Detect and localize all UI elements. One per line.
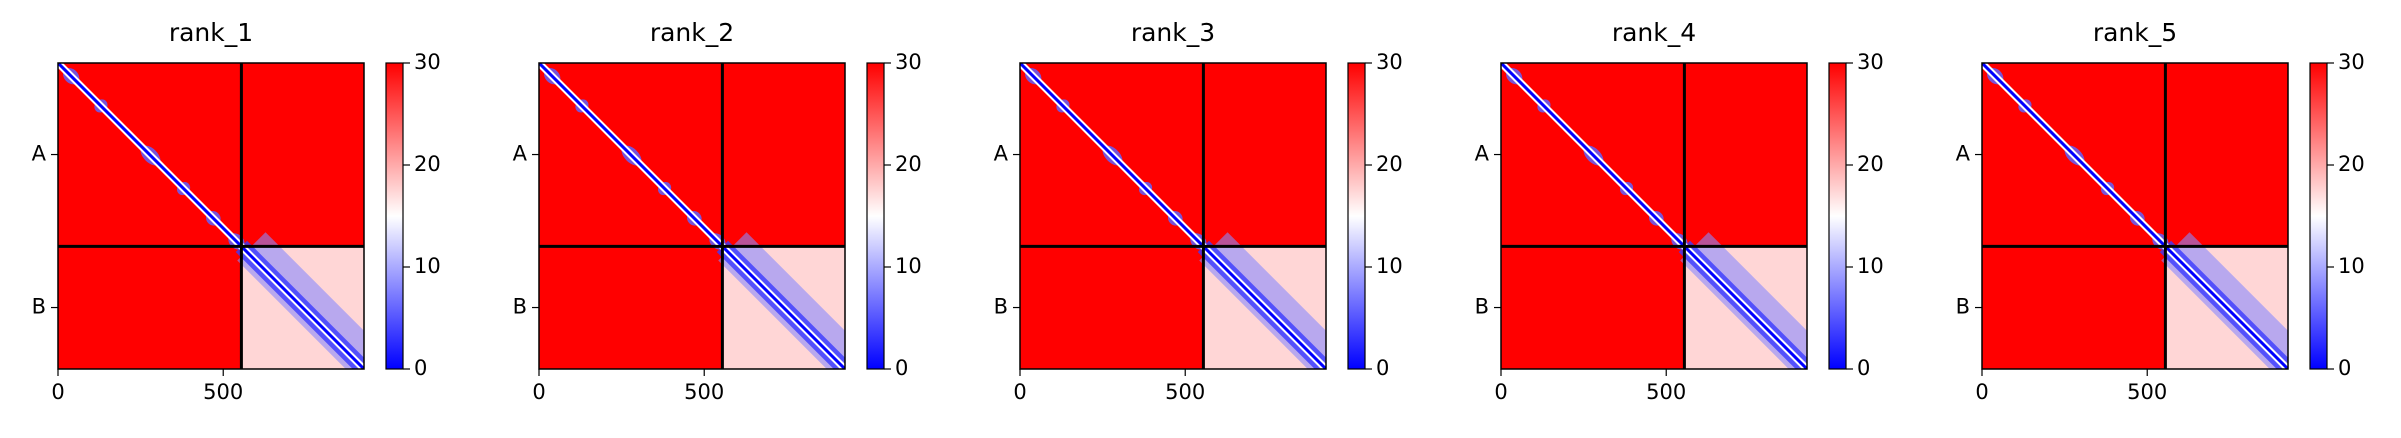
colorbar xyxy=(385,62,404,370)
y-tick-label: B xyxy=(1956,295,1970,319)
colorbar-tick-label: 10 xyxy=(414,254,441,278)
colorbar-tick-label: 10 xyxy=(1376,254,1403,278)
colorbar xyxy=(1828,62,1847,370)
heatmap-image xyxy=(1982,63,2288,369)
subplot: rank_4 0 500 A B 0 10 20 30 xyxy=(1475,18,1884,404)
x-tick-label: 500 xyxy=(203,380,243,404)
colorbar-tick-label: 20 xyxy=(1376,152,1403,176)
y-tick-label: B xyxy=(994,295,1008,319)
colorbar-tick-label: 30 xyxy=(895,50,922,74)
x-tick-label: 500 xyxy=(1646,380,1686,404)
colorbar-tick-label: 30 xyxy=(414,50,441,74)
colorbar-tick-label: 0 xyxy=(1857,356,1870,380)
colorbar-tick-label: 10 xyxy=(1857,254,1884,278)
subplot: rank_3 0 500 A B 0 10 20 30 xyxy=(994,18,1403,404)
x-tick-label: 0 xyxy=(1494,380,1507,404)
heatmap-image xyxy=(1501,63,1807,369)
y-tick-label: A xyxy=(32,142,47,166)
subplot: rank_2 0 500 A B 0 10 20 30 xyxy=(513,18,922,404)
subplot: rank_1 0 500 A B 0 10 20 30 xyxy=(32,18,441,404)
y-tick-label: B xyxy=(513,295,527,319)
colorbar xyxy=(866,62,885,370)
colorbar-tick-label: 20 xyxy=(1857,152,1884,176)
y-tick-label: A xyxy=(513,142,528,166)
axes-frame xyxy=(538,62,846,370)
colorbar-tick-label: 0 xyxy=(414,356,427,380)
colorbar-tick-label: 20 xyxy=(414,152,441,176)
colorbar-tick-label: 0 xyxy=(895,356,908,380)
chart-title: rank_2 xyxy=(650,18,734,47)
subplot: rank_5 0 500 A B 0 10 20 30 xyxy=(1956,18,2365,404)
x-tick-label: 0 xyxy=(532,380,545,404)
heatmap-image xyxy=(58,63,364,369)
colorbar-tick-label: 0 xyxy=(2338,356,2351,380)
chart-title: rank_3 xyxy=(1131,18,1215,47)
colorbar-tick-label: 10 xyxy=(895,254,922,278)
colorbar-tick-label: 30 xyxy=(1376,50,1403,74)
colorbar xyxy=(2309,62,2328,370)
colorbar-tick-label: 30 xyxy=(2338,50,2365,74)
colorbar xyxy=(1347,62,1366,370)
heatmap-image xyxy=(1020,63,1326,369)
chart-title: rank_4 xyxy=(1612,18,1696,47)
colorbar-tick-label: 10 xyxy=(2338,254,2365,278)
colorbar-tick-label: 30 xyxy=(1857,50,1884,74)
y-tick-label: A xyxy=(1956,142,1971,166)
axes-frame xyxy=(1500,62,1808,370)
chart-title: rank_5 xyxy=(2093,18,2177,47)
axes-frame xyxy=(1981,62,2289,370)
x-tick-label: 0 xyxy=(51,380,64,404)
y-tick-label: B xyxy=(32,295,46,319)
chart-title: rank_1 xyxy=(169,18,253,47)
colorbar-tick-label: 0 xyxy=(1376,356,1389,380)
x-tick-label: 0 xyxy=(1013,380,1026,404)
x-tick-label: 500 xyxy=(684,380,724,404)
y-tick-label: B xyxy=(1475,295,1489,319)
axes-frame xyxy=(57,62,365,370)
colorbar-tick-label: 20 xyxy=(895,152,922,176)
heatmap-image xyxy=(539,63,845,369)
x-tick-label: 500 xyxy=(1165,380,1205,404)
y-tick-label: A xyxy=(994,142,1009,166)
colorbar-tick-label: 20 xyxy=(2338,152,2365,176)
y-tick-label: A xyxy=(1475,142,1490,166)
x-tick-label: 500 xyxy=(2127,380,2167,404)
axes-frame xyxy=(1019,62,1327,370)
x-tick-label: 0 xyxy=(1975,380,1988,404)
